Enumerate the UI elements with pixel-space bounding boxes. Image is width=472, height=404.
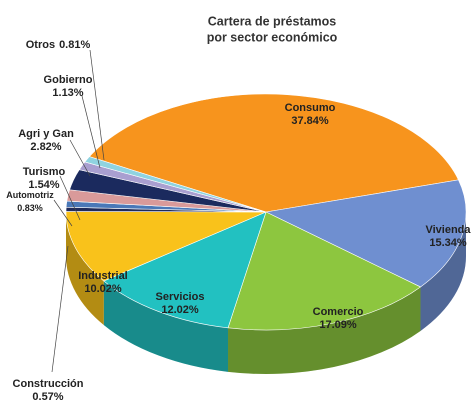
label-value: 10.02% [84,283,122,295]
slice-side [228,286,421,374]
slice [103,211,267,329]
label-name: Agri y Gan [18,128,74,140]
data-label: Vivienda 15.34% [425,224,471,249]
slice-side [66,212,104,326]
data-label: Agri y Gan 2.82% [18,128,74,153]
leader-line [59,175,81,221]
slice-side-shade [420,212,466,331]
label-name: Gobierno [44,74,93,86]
data-label: Otros 0.81% [26,39,91,51]
label-name: Vivienda [425,224,471,236]
chart-title: por sector económico [207,30,338,44]
label-value: 37.84% [291,115,329,127]
slice-side-shade [66,212,104,326]
chart-title: Cartera de préstamos [208,14,337,28]
label-name: Comercio [313,306,364,318]
slice [88,93,459,213]
label-name: Turismo [23,166,66,178]
slice-side [103,281,229,372]
label-value: 0.83% [17,203,43,213]
data-label: Construcción 0.57% [13,378,84,403]
slice [227,211,422,331]
data-label: Gobierno 1.13% [44,74,93,99]
slice [84,156,267,213]
leader-line [53,199,73,227]
label-name: Automotriz [6,190,54,200]
leader-line [81,95,101,169]
leader-line [51,245,69,373]
data-label: Comercio 17.09% [313,306,364,331]
slice-side [420,212,466,331]
label-value: 12.02% [161,304,199,316]
data-label: Turismo 1.54% [23,166,66,191]
label-name: Construcción [13,378,84,390]
slice-side-shade [103,281,229,372]
data-label: Servicios 12.02% [156,291,205,316]
leader-line [69,139,91,177]
slice [265,179,467,288]
label-name: Consumo [285,102,336,114]
label-value: 1.54% [28,179,59,191]
data-label: Automotriz 0.83% [6,190,54,213]
leader-line [89,49,105,161]
slice [65,211,267,282]
label-name: Otros [26,39,55,51]
label-value: 1.13% [52,87,83,99]
slice-side-shade [228,286,421,374]
label-value: 0.81% [59,39,90,51]
label-value: 2.82% [30,141,61,153]
data-label: Consumo 37.84% [285,102,336,127]
label-name: Servicios [156,291,205,303]
label-value: 15.34% [429,237,467,249]
label-name: Industrial [78,270,128,282]
data-label: Industrial 10.02% [78,270,128,295]
label-value: 0.57% [32,391,63,403]
label-value: 17.09% [319,319,357,331]
